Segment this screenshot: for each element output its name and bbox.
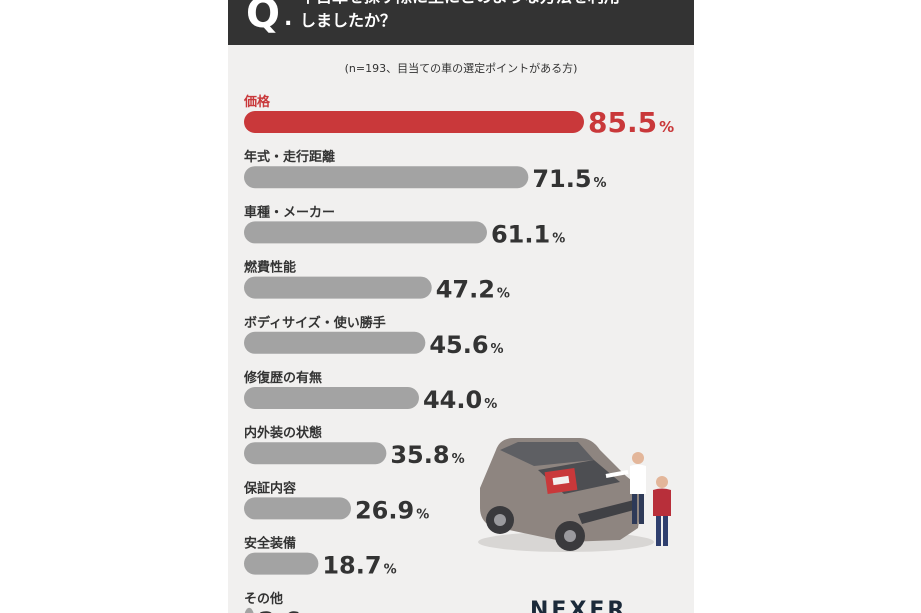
car-illustration-icon <box>478 438 671 552</box>
bar <box>244 497 351 520</box>
value-label: 71.5% <box>532 165 606 193</box>
category-label: 修復歴の有無 <box>243 370 322 386</box>
nexer-logo: NEXER <box>530 598 628 613</box>
bar <box>244 442 387 465</box>
bar <box>244 387 419 409</box>
question-text-line2: しましたか？ <box>300 11 397 30</box>
value-label: 18.7% <box>322 552 396 580</box>
value-label: 2.6% <box>258 607 316 613</box>
category-label: 価格 <box>243 94 271 110</box>
car-dealer-illustration <box>478 430 678 564</box>
bar <box>244 331 426 354</box>
value-label: 85.5% <box>588 106 674 139</box>
value-label: 61.1% <box>491 220 565 248</box>
bar <box>244 221 487 244</box>
value-label: 26.9% <box>355 496 429 524</box>
bar <box>244 276 432 299</box>
value-label: 47.2% <box>436 276 510 304</box>
category-label: 燃費性能 <box>244 260 296 276</box>
bar <box>244 552 319 575</box>
value-label: 35.8% <box>390 441 464 469</box>
value-label: 44.0% <box>423 386 497 414</box>
bar-chart: 価格 85.5% 年式・走行距離 71.5% 車種・メーカー 61.1% 燃費性能 47.2%… <box>228 0 694 613</box>
question-header: Q . 中古車を探す際に主にどのような方法を利用 しましたか？ <box>228 0 694 45</box>
bar <box>244 111 584 133</box>
category-label: 車種・メーカー <box>244 204 335 220</box>
category-label: その他 <box>244 591 283 607</box>
category-label: 内外装の状態 <box>244 425 322 441</box>
question-text-line1: 中古車を探す際に主にどのような方法を利用 <box>300 0 620 8</box>
sample-note: (n=193、目当ての車の選定ポイントがある方) <box>344 62 578 75</box>
category-label: ボディサイズ・使い勝手 <box>244 315 386 331</box>
infographic-panel: Q . 中古車を探す際に主にどのような方法を利用 しましたか？ (n=193、目… <box>228 0 694 613</box>
q-dot: . <box>284 6 293 31</box>
bar <box>244 607 254 613</box>
bar-chart-svg: 価格 85.5 % 年式・走行距離 71.5 % 車種・メーカー 61.1 % 燃費性能 47.2%… <box>243 94 674 613</box>
category-label: 保証内容 <box>243 480 296 496</box>
category-label: 年式・走行距離 <box>244 149 335 165</box>
category-label: 安全装備 <box>244 536 296 552</box>
value-label: 45.6% <box>429 331 503 359</box>
q-mark: Q <box>246 0 281 37</box>
bar <box>244 166 529 189</box>
